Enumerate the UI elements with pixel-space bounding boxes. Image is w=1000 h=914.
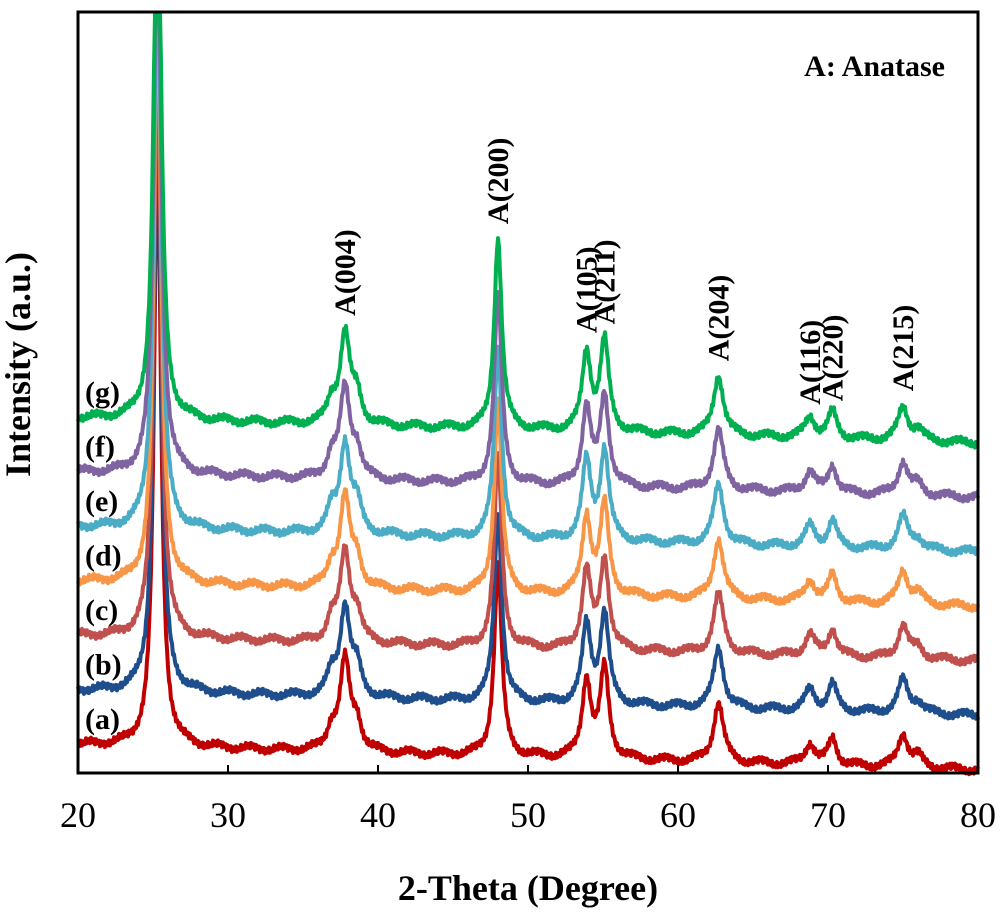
series-line	[76, 12, 980, 504]
series-layer	[76, 12, 980, 777]
peak-label: A(200)	[482, 137, 515, 224]
x-tick-label: 70	[810, 795, 846, 835]
peak-label: A(215)	[887, 305, 920, 392]
peak-label: A(204)	[703, 275, 736, 362]
x-tick-label: 80	[960, 795, 996, 835]
series-line	[76, 98, 980, 721]
peak-label: A(116)	[794, 320, 827, 405]
x-axis: 20 30 40 50 60 70 80	[60, 765, 996, 835]
peak-label: A(105)	[571, 246, 604, 333]
series-line	[76, 12, 980, 558]
peak-label: A(211)	[589, 239, 622, 324]
peak-labels: A(101)A(004)A(200)A(105)A(211)A(204)A(11…	[329, 137, 920, 405]
series-label: (d)	[85, 540, 122, 573]
peak-label: A(220)	[817, 315, 850, 402]
series-label: (c)	[85, 594, 118, 627]
x-tick-label: 20	[60, 795, 96, 835]
series-line	[76, 12, 980, 613]
y-axis-title: Intensity (a.u.)	[0, 252, 38, 477]
x-tick-label: 50	[510, 795, 546, 835]
x-tick-label: 40	[360, 795, 396, 835]
series-line	[76, 44, 980, 667]
series-label: (e)	[85, 485, 118, 518]
x-tick-label: 30	[210, 795, 246, 835]
legend-text: A: Anatase	[804, 50, 945, 83]
series-label: (b)	[85, 649, 122, 682]
series-line	[76, 148, 980, 777]
series-line	[76, 12, 980, 450]
series-labels: (a) (b) (c) (d) (e) (f) (g)	[85, 376, 122, 736]
series-label: (f)	[85, 431, 115, 464]
x-axis-title: 2-Theta (Degree)	[398, 868, 658, 908]
peak-label: A(004)	[329, 229, 362, 316]
x-tick-label: 60	[660, 795, 696, 835]
series-label: (a)	[85, 703, 120, 736]
series-label: (g)	[85, 376, 120, 409]
